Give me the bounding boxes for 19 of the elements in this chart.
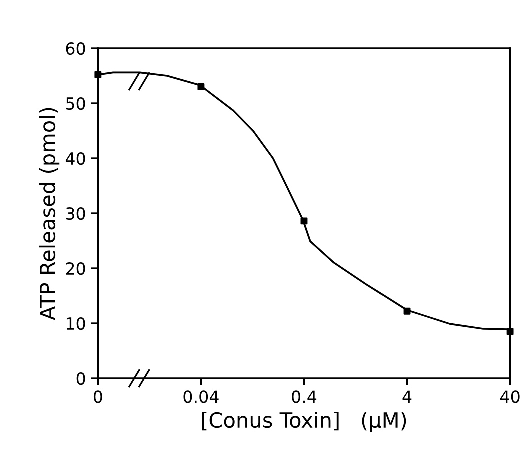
point (94, 71, 102, 78)
y-tick-label: 0 (76, 372, 86, 386)
point (300, 218, 308, 225)
point (404, 308, 411, 315)
y-tick-label: 60 (66, 42, 86, 56)
y-tick-label: 20 (66, 262, 86, 276)
x-tick-label: 40 (500, 390, 520, 404)
y-axis-title: ATP Released (pmol) (39, 108, 60, 320)
y-tick-label: 50 (66, 97, 86, 110)
point (198, 84, 205, 90)
x-tick-label: 4 (402, 390, 412, 403)
x-axis-title: [Conus Toxin] (μM) (202, 412, 406, 432)
y-tick-label: 30 (66, 207, 86, 220)
y-tick-label: 10 (66, 317, 86, 330)
x-tick-label: 0.04 (184, 390, 219, 404)
x-tick-label: 0.4 (292, 390, 317, 404)
x-tick-label: 0 (94, 390, 102, 404)
y-tick-label: 40 (66, 152, 86, 166)
point (506, 328, 514, 336)
